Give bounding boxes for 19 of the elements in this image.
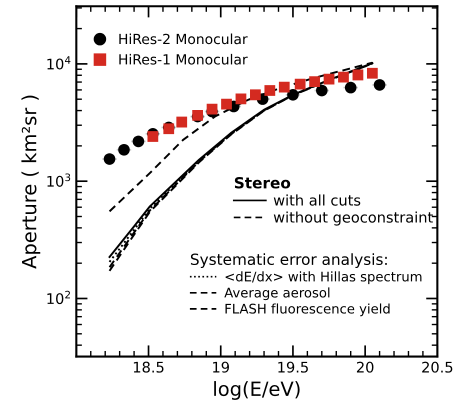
legend-label: <dE/dx> with Hillas spectrum: [226, 271, 422, 284]
y-tick-label: 10$^{4}$: [47, 56, 70, 70]
x-tick-label: 18.5: [134, 362, 164, 373]
x-tick-label: 19: [213, 362, 229, 373]
x-tick-label: 20: [356, 362, 374, 373]
legend-label: Average aerosol: [224, 287, 330, 300]
y-tick-label: 10$^{3}$: [47, 173, 70, 187]
annotation: Systematic error analysis:: [190, 253, 387, 268]
legend-title: Stereo: [234, 176, 290, 189]
y-axis-title: Aperture ( km²sr ): [21, 96, 40, 269]
y-tick-label: 10$^{2}$: [47, 290, 70, 304]
x-tick-label: 20.5: [422, 362, 452, 373]
legend-label: without geoconstraint: [274, 211, 433, 226]
x-axis-title: log(E/eV): [214, 381, 300, 400]
legend-label: HiRes-2 Monocular: [119, 33, 248, 44]
legend-label: with all cuts: [274, 194, 360, 206]
legend-label: FLASH fluorescence yield: [226, 303, 390, 316]
legend-label: HiRes-1 Monocular: [119, 54, 248, 65]
x-tick-label: 19.5: [278, 362, 308, 373]
